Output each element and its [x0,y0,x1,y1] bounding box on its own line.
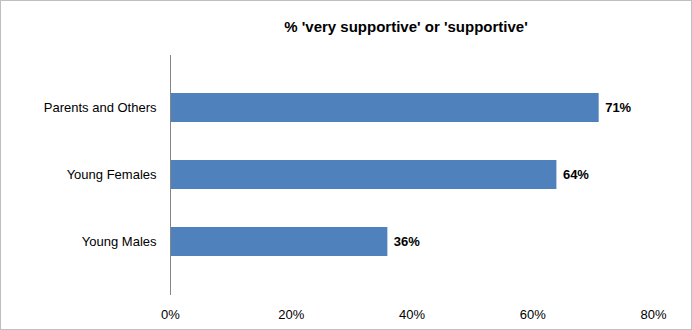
svg-text:0%: 0% [161,307,180,322]
svg-text:Young Females: Young Females [67,167,157,182]
svg-text:64%: 64% [563,167,589,182]
svg-text:Parents and Others: Parents and Others [44,100,157,115]
svg-text:20%: 20% [278,307,304,322]
svg-text:60%: 60% [520,307,546,322]
html-text:% 'very supportive' or 'suppor: % 'very supportive' or 'supportive' [284,18,528,35]
svg-text:36%: 36% [394,234,420,249]
svg-text:Young Males: Young Males [82,234,157,249]
svg-text:71%: 71% [605,100,631,115]
svg-text:80%: 80% [640,307,666,322]
svg-text:40%: 40% [399,307,425,322]
